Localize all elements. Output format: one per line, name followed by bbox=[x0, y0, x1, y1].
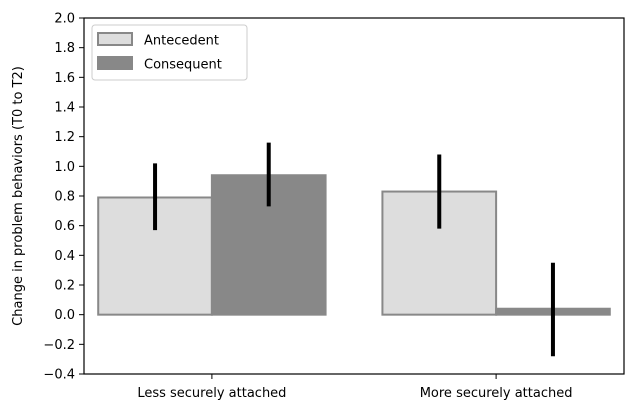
y-tick-label: −0.2 bbox=[43, 338, 75, 353]
y-tick-label: −0.4 bbox=[43, 368, 75, 383]
bars-layer bbox=[97, 174, 611, 316]
y-tick-label: 1.6 bbox=[54, 71, 75, 86]
legend-label-consequent: Consequent bbox=[144, 58, 222, 73]
y-tick-label: 0.0 bbox=[54, 308, 75, 323]
y-tick-label: 0.2 bbox=[54, 279, 75, 294]
x-tick-label: Less securely attached bbox=[137, 386, 286, 401]
legend-label-antecedent: Antecedent bbox=[144, 34, 219, 49]
errorbars-layer bbox=[153, 142, 555, 357]
x-axis: Less securely attached More securely atta… bbox=[137, 374, 572, 401]
y-tick-label: 2.0 bbox=[54, 12, 75, 27]
legend-swatch-consequent bbox=[97, 56, 133, 70]
x-tick-label: More securely attached bbox=[420, 386, 573, 401]
y-axis-label: Change in problem behaviors (T0 to T2) bbox=[11, 66, 26, 326]
legend-swatch-antecedent bbox=[97, 32, 133, 46]
y-tick-label: 1.4 bbox=[54, 101, 75, 116]
y-tick-label: 1.2 bbox=[54, 130, 75, 145]
legend: Antecedent Consequent bbox=[91, 24, 248, 81]
y-tick-label: 0.6 bbox=[54, 219, 75, 234]
y-axis: −0.4 −0.2 0.0 0.2 0.4 0.6 0.8 1.0 1.2 1.4 1.6 1.8 2.… bbox=[43, 12, 84, 383]
y-tick-label: 1.0 bbox=[54, 160, 75, 175]
y-tick-label: 1.8 bbox=[54, 41, 75, 56]
y-tick-label: 0.4 bbox=[54, 249, 75, 264]
y-tick-label: 0.8 bbox=[54, 190, 75, 205]
